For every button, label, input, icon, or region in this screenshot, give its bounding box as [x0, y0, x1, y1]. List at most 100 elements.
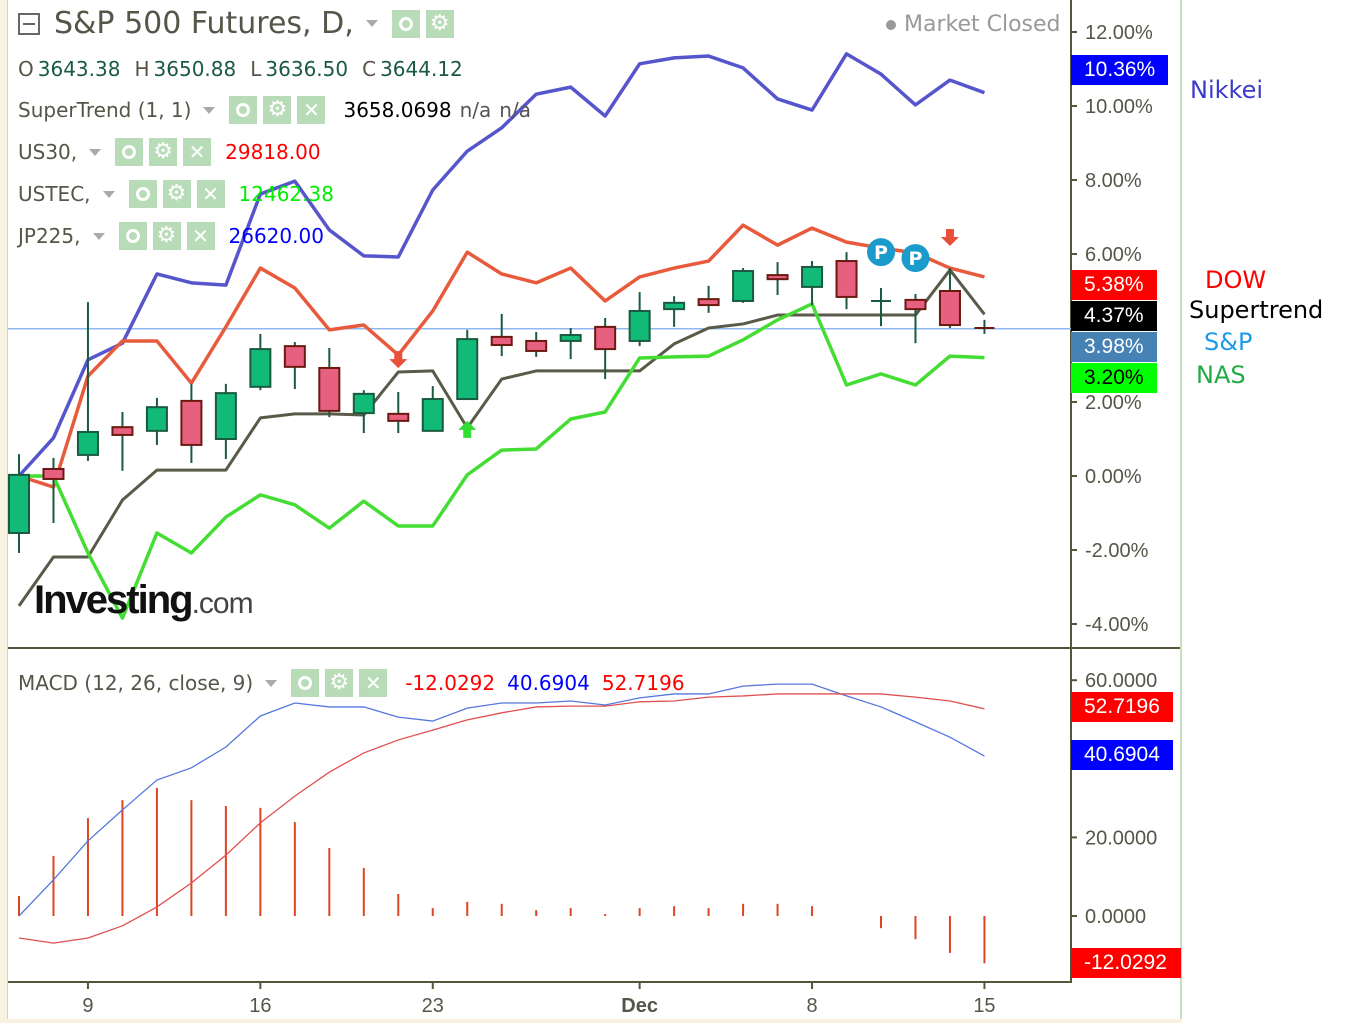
series-line-supertrend	[17, 268, 986, 607]
close-icon[interactable]	[297, 96, 326, 124]
candle-body	[421, 398, 444, 432]
indicator-value: n/a	[499, 98, 531, 122]
candle-body	[111, 426, 134, 436]
close-icon[interactable]	[359, 669, 388, 697]
candle-body	[835, 260, 858, 298]
indicator-value: 3658.0698	[343, 98, 452, 122]
chevron-down-icon[interactable]	[365, 20, 378, 27]
collapse-icon[interactable]	[18, 12, 40, 35]
candle-body	[283, 345, 306, 368]
bottom-border	[0, 1019, 1182, 1023]
chevron-down-icon[interactable]	[265, 679, 278, 687]
chart-title: S&P 500 Futures, D,	[54, 6, 354, 41]
candle	[145, 397, 168, 445]
pivot-marker[interactable]	[867, 238, 895, 267]
candle-body	[732, 270, 755, 302]
y-tick-label: 6.00%	[1085, 244, 1142, 266]
chevron-down-icon[interactable]	[102, 190, 115, 198]
x-tick-label: 23	[422, 995, 444, 1017]
indicator-supertrend: SuperTrend (1, 1) 3658.0698 n/a n/a	[18, 95, 531, 125]
candle	[8, 454, 30, 553]
sell-arrow-icon	[389, 351, 408, 369]
close-icon[interactable]	[196, 180, 225, 208]
indicator-value: 12462.38	[238, 182, 334, 206]
eye-icon[interactable]	[229, 96, 258, 124]
axes: 12.00% 10.00% 8.00% 6.00% 2.00% 0.00% -2.00% -4…	[8, 0, 1180, 1017]
candle-body	[559, 334, 582, 342]
sp-price-tag: 3.98%	[1071, 332, 1157, 362]
candle-body	[214, 392, 237, 440]
candle	[283, 342, 306, 390]
eye-icon[interactable]	[291, 669, 320, 697]
side-label-supertrend: Supertrend	[1189, 296, 1324, 324]
candle-body	[938, 290, 961, 327]
y-tick-label: 8.00%	[1085, 170, 1142, 192]
eye-icon[interactable]	[115, 138, 144, 166]
candle-body	[249, 348, 272, 388]
x-tick-label: 8	[806, 995, 817, 1017]
candle-body	[352, 392, 375, 415]
close-value: 3644.12	[380, 57, 463, 81]
right-border	[1180, 0, 1182, 1023]
candle	[628, 292, 651, 347]
signal-tag: 52.7196	[1071, 692, 1173, 722]
nas-price-tag: 3.20%	[1071, 363, 1157, 393]
candle-body	[76, 430, 99, 456]
candle	[352, 390, 375, 434]
eye-icon[interactable]	[128, 180, 157, 208]
supertrend-price-tag: 4.37%	[1071, 301, 1157, 331]
gear-icon[interactable]	[162, 180, 191, 208]
histogram-value: -12.0292	[405, 671, 496, 695]
eye-icon[interactable]	[118, 222, 147, 250]
gear-icon[interactable]	[149, 138, 178, 166]
candle-body	[697, 298, 720, 307]
candle	[525, 332, 548, 357]
x-tick-label: 9	[82, 995, 93, 1017]
gear-icon[interactable]	[263, 96, 292, 124]
candle	[180, 383, 203, 464]
candle	[904, 293, 927, 344]
eye-icon[interactable]	[391, 9, 420, 38]
gear-icon[interactable]	[425, 9, 454, 38]
y-tick-label: 12.00%	[1085, 22, 1153, 44]
indicator-name: JP225,	[18, 224, 81, 248]
macd-line	[18, 683, 985, 917]
status-dot-icon	[886, 19, 896, 30]
macd-value: 40.6904	[507, 671, 590, 695]
candle	[387, 392, 410, 434]
close-icon[interactable]	[186, 222, 215, 250]
side-label-sp: S&P	[1204, 328, 1253, 356]
nikkei-price-tag: 10.36%	[1071, 55, 1168, 85]
candle-body	[766, 274, 789, 281]
macd-pane	[18, 683, 986, 964]
chevron-down-icon[interactable]	[203, 106, 216, 114]
y-tick-label: -4.00%	[1085, 614, 1149, 636]
candle	[456, 329, 479, 401]
x-tick-label: Dec	[621, 995, 658, 1017]
candle-body	[628, 309, 651, 342]
candle	[766, 262, 789, 296]
indicator-name: MACD (12, 26, close, 9)	[18, 671, 254, 695]
candle-body	[387, 412, 410, 422]
indicator-macd: MACD (12, 26, close, 9) -12.0292 40.6904…	[18, 668, 685, 698]
candle-body	[594, 325, 617, 351]
side-label-dow: DOW	[1205, 266, 1267, 294]
series-line-nikkei	[17, 52, 986, 478]
gear-icon[interactable]	[152, 222, 181, 250]
candle	[249, 333, 272, 391]
investing-logo: Investing.com	[34, 578, 254, 622]
chevron-down-icon[interactable]	[92, 232, 105, 240]
signal-line	[18, 693, 985, 944]
candle	[663, 296, 686, 327]
candle-body	[42, 467, 65, 480]
gear-icon[interactable]	[325, 669, 354, 697]
pivot-marker[interactable]	[901, 244, 930, 273]
left-border	[0, 0, 8, 1023]
close-icon[interactable]	[183, 138, 212, 166]
indicator-value: n/a	[459, 98, 492, 122]
chart-title-row: S&P 500 Futures, D,	[18, 6, 460, 41]
chevron-down-icon[interactable]	[89, 148, 102, 156]
y-tick-label: -2.00%	[1085, 540, 1149, 562]
candle-body	[801, 265, 824, 288]
